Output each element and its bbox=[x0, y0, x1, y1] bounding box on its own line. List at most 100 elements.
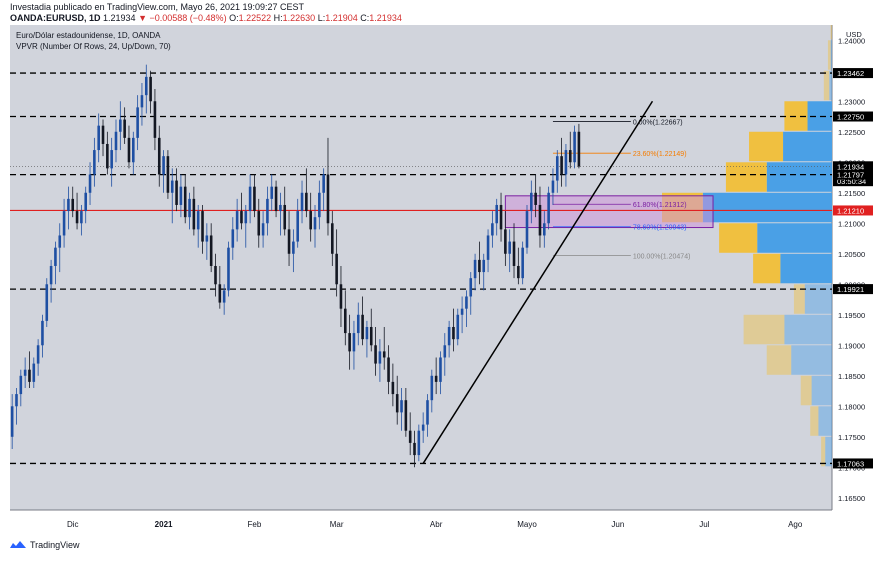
candle-body bbox=[144, 76, 148, 96]
candle-body bbox=[465, 296, 468, 309]
y-tick-label: 1.18500 bbox=[838, 372, 865, 381]
candle-body bbox=[322, 174, 325, 193]
price-tag-label: 03:50:34 bbox=[837, 177, 866, 186]
open-label: O: bbox=[229, 13, 239, 23]
candle-body bbox=[292, 241, 295, 254]
candle-body bbox=[287, 229, 291, 254]
volume-profile-down-bar bbox=[753, 253, 781, 284]
candle-body bbox=[296, 211, 299, 242]
price-tag-box bbox=[833, 284, 873, 295]
candle-body bbox=[300, 192, 304, 212]
candle-body bbox=[166, 156, 170, 193]
candle-body bbox=[530, 192, 533, 212]
candle-body bbox=[469, 278, 473, 297]
candle-body bbox=[447, 326, 451, 346]
volume-profile-down-bar bbox=[823, 70, 830, 101]
candle-body bbox=[560, 156, 563, 175]
volume-profile-up-bar bbox=[804, 284, 832, 314]
candle-body bbox=[430, 375, 434, 401]
candle-body bbox=[395, 394, 399, 413]
candle-body bbox=[23, 369, 27, 376]
candle-body bbox=[67, 198, 70, 212]
x-tick-label: Dic bbox=[67, 520, 79, 529]
candle-body bbox=[352, 333, 356, 352]
price-chart[interactable]: 0.00%(1.22667) 23.60%(1.22149) 61.80%(1.21… bbox=[10, 25, 876, 537]
brand-label: TradingView bbox=[30, 540, 80, 550]
candle-body bbox=[482, 259, 486, 273]
candle-body bbox=[93, 150, 96, 175]
candle-body bbox=[413, 442, 416, 456]
candle-body bbox=[261, 223, 265, 236]
candle-body bbox=[253, 186, 256, 212]
tradingview-logo-icon bbox=[10, 541, 26, 548]
price-tag-box bbox=[833, 169, 873, 180]
price-tag-box bbox=[833, 176, 873, 187]
candle-body bbox=[270, 186, 274, 199]
candle-body bbox=[456, 314, 460, 340]
x-tick-label: Ago bbox=[788, 520, 803, 529]
candle-body bbox=[119, 119, 122, 132]
candle-body bbox=[15, 394, 18, 407]
volume-profile-down-bar bbox=[725, 162, 767, 192]
high-label: H: bbox=[273, 13, 283, 23]
candle-body bbox=[374, 345, 377, 364]
candle-body bbox=[205, 235, 209, 242]
chart-symbol-title: Euro/Dólar estadounidense, 1D, OANDA bbox=[16, 31, 161, 40]
x-tick-label: Abr bbox=[430, 520, 443, 529]
candle-body bbox=[434, 375, 438, 382]
price-tag-box bbox=[833, 111, 873, 122]
high-value: 1.22630 bbox=[282, 13, 316, 23]
candle-body bbox=[551, 180, 555, 193]
candle-body bbox=[179, 186, 183, 205]
volume-profile-up-bar bbox=[766, 162, 832, 192]
y-tick-label: 1.19000 bbox=[838, 341, 865, 350]
candle-body bbox=[508, 241, 511, 254]
candle-body bbox=[421, 424, 425, 431]
publish-info: Investadia publicado en TradingView.com,… bbox=[10, 2, 305, 12]
low-value: 1.21904 bbox=[325, 13, 358, 23]
volume-profile-up-bar bbox=[811, 375, 832, 406]
volume-profile-down-bar bbox=[749, 131, 784, 162]
candle-body bbox=[175, 180, 178, 205]
candle-body bbox=[478, 259, 481, 273]
volume-profile-up-bar bbox=[702, 192, 832, 223]
candle-body bbox=[162, 156, 165, 175]
candle-body bbox=[555, 156, 559, 181]
candle-body bbox=[45, 284, 49, 321]
volume-profile-down-bar bbox=[830, 25, 832, 40]
candle-body bbox=[547, 192, 550, 224]
candle-body bbox=[426, 400, 429, 425]
candle-body bbox=[460, 308, 464, 315]
candle-body bbox=[84, 192, 88, 212]
candle-body bbox=[361, 314, 364, 340]
price-tag-label: 1.17063 bbox=[837, 459, 864, 468]
price-tag-box bbox=[833, 205, 873, 216]
candle-body bbox=[123, 119, 126, 138]
candle-body bbox=[348, 333, 351, 352]
candle-body bbox=[378, 351, 382, 364]
volume-profile-down-bar bbox=[743, 314, 785, 345]
candle-body bbox=[517, 265, 520, 279]
candle-body bbox=[525, 211, 529, 248]
candle-body bbox=[491, 223, 494, 236]
price-tag-label: 1.21934 bbox=[837, 162, 864, 171]
volume-profile-up-bar bbox=[829, 70, 832, 101]
y-axis-unit: USD bbox=[846, 30, 862, 39]
chart-legend: Euro/Dólar estadounidense, 1D, OANDA VPV… bbox=[16, 30, 171, 52]
x-tick-label: 2021 bbox=[155, 520, 173, 529]
candle-body bbox=[274, 186, 278, 212]
candle-body bbox=[266, 198, 269, 224]
candle-body bbox=[19, 375, 23, 395]
candle-body bbox=[279, 204, 282, 212]
candle-body bbox=[214, 265, 217, 285]
x-tick-label: Jun bbox=[611, 520, 624, 529]
y-tick-label: 1.18000 bbox=[838, 402, 865, 411]
indicator-label: VPVR (Number Of Rows, 24, Up/Down, 70) bbox=[16, 42, 171, 51]
candle-body bbox=[235, 211, 239, 230]
candle-body bbox=[369, 326, 373, 346]
candle-body bbox=[127, 137, 131, 163]
volume-profile-down-bar bbox=[827, 40, 831, 70]
candle-body bbox=[218, 284, 222, 303]
candle-body bbox=[54, 247, 57, 266]
change-value: ▼ −0.00588 (−0.48%) bbox=[138, 13, 227, 23]
